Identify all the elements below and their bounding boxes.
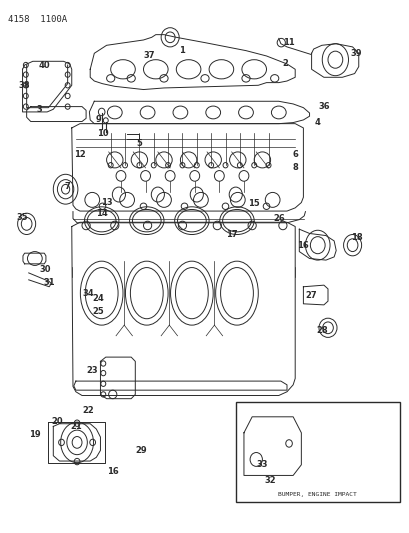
Text: 6: 6 — [292, 150, 297, 159]
Text: BUMPER, ENGINE IMPACT: BUMPER, ENGINE IMPACT — [278, 492, 356, 497]
Text: 3: 3 — [36, 105, 42, 114]
Text: 25: 25 — [92, 308, 104, 316]
Text: 36: 36 — [317, 102, 329, 111]
Text: 22: 22 — [82, 406, 94, 415]
Text: 2: 2 — [281, 60, 287, 68]
Text: 24: 24 — [92, 294, 104, 303]
Text: 12: 12 — [74, 150, 85, 159]
Text: 35: 35 — [17, 213, 28, 222]
Text: 29: 29 — [135, 446, 147, 455]
Bar — [235, 402, 399, 502]
Text: 8: 8 — [292, 164, 297, 172]
Text: 4158  1100A: 4158 1100A — [8, 15, 67, 24]
Text: 18: 18 — [350, 233, 362, 241]
Text: 31: 31 — [43, 278, 55, 287]
Text: 33: 33 — [256, 461, 267, 469]
Text: 34: 34 — [82, 289, 94, 297]
Text: 16: 16 — [297, 241, 308, 249]
Text: 38: 38 — [19, 81, 30, 90]
Text: 27: 27 — [305, 292, 317, 300]
Text: 19: 19 — [29, 430, 40, 439]
Text: 10: 10 — [97, 129, 108, 138]
Text: 32: 32 — [264, 477, 276, 485]
Text: 28: 28 — [315, 326, 327, 335]
Text: 39: 39 — [350, 49, 362, 58]
Text: 30: 30 — [39, 265, 51, 273]
Text: 14: 14 — [96, 209, 107, 217]
Text: 21: 21 — [70, 422, 81, 431]
Text: 1: 1 — [179, 46, 185, 55]
Text: 11: 11 — [283, 38, 294, 47]
Text: 20: 20 — [52, 417, 63, 425]
Text: 16: 16 — [107, 467, 118, 476]
Text: 9: 9 — [95, 116, 101, 124]
Text: 7: 7 — [65, 182, 70, 191]
Text: 13: 13 — [101, 198, 112, 207]
Text: 5: 5 — [136, 140, 142, 148]
Text: 40: 40 — [38, 61, 50, 69]
Text: 26: 26 — [272, 214, 284, 223]
Text: 23: 23 — [86, 366, 98, 375]
Text: 15: 15 — [248, 199, 259, 208]
Text: 4: 4 — [314, 118, 320, 127]
Text: 17: 17 — [225, 230, 237, 239]
Text: 37: 37 — [144, 52, 155, 60]
